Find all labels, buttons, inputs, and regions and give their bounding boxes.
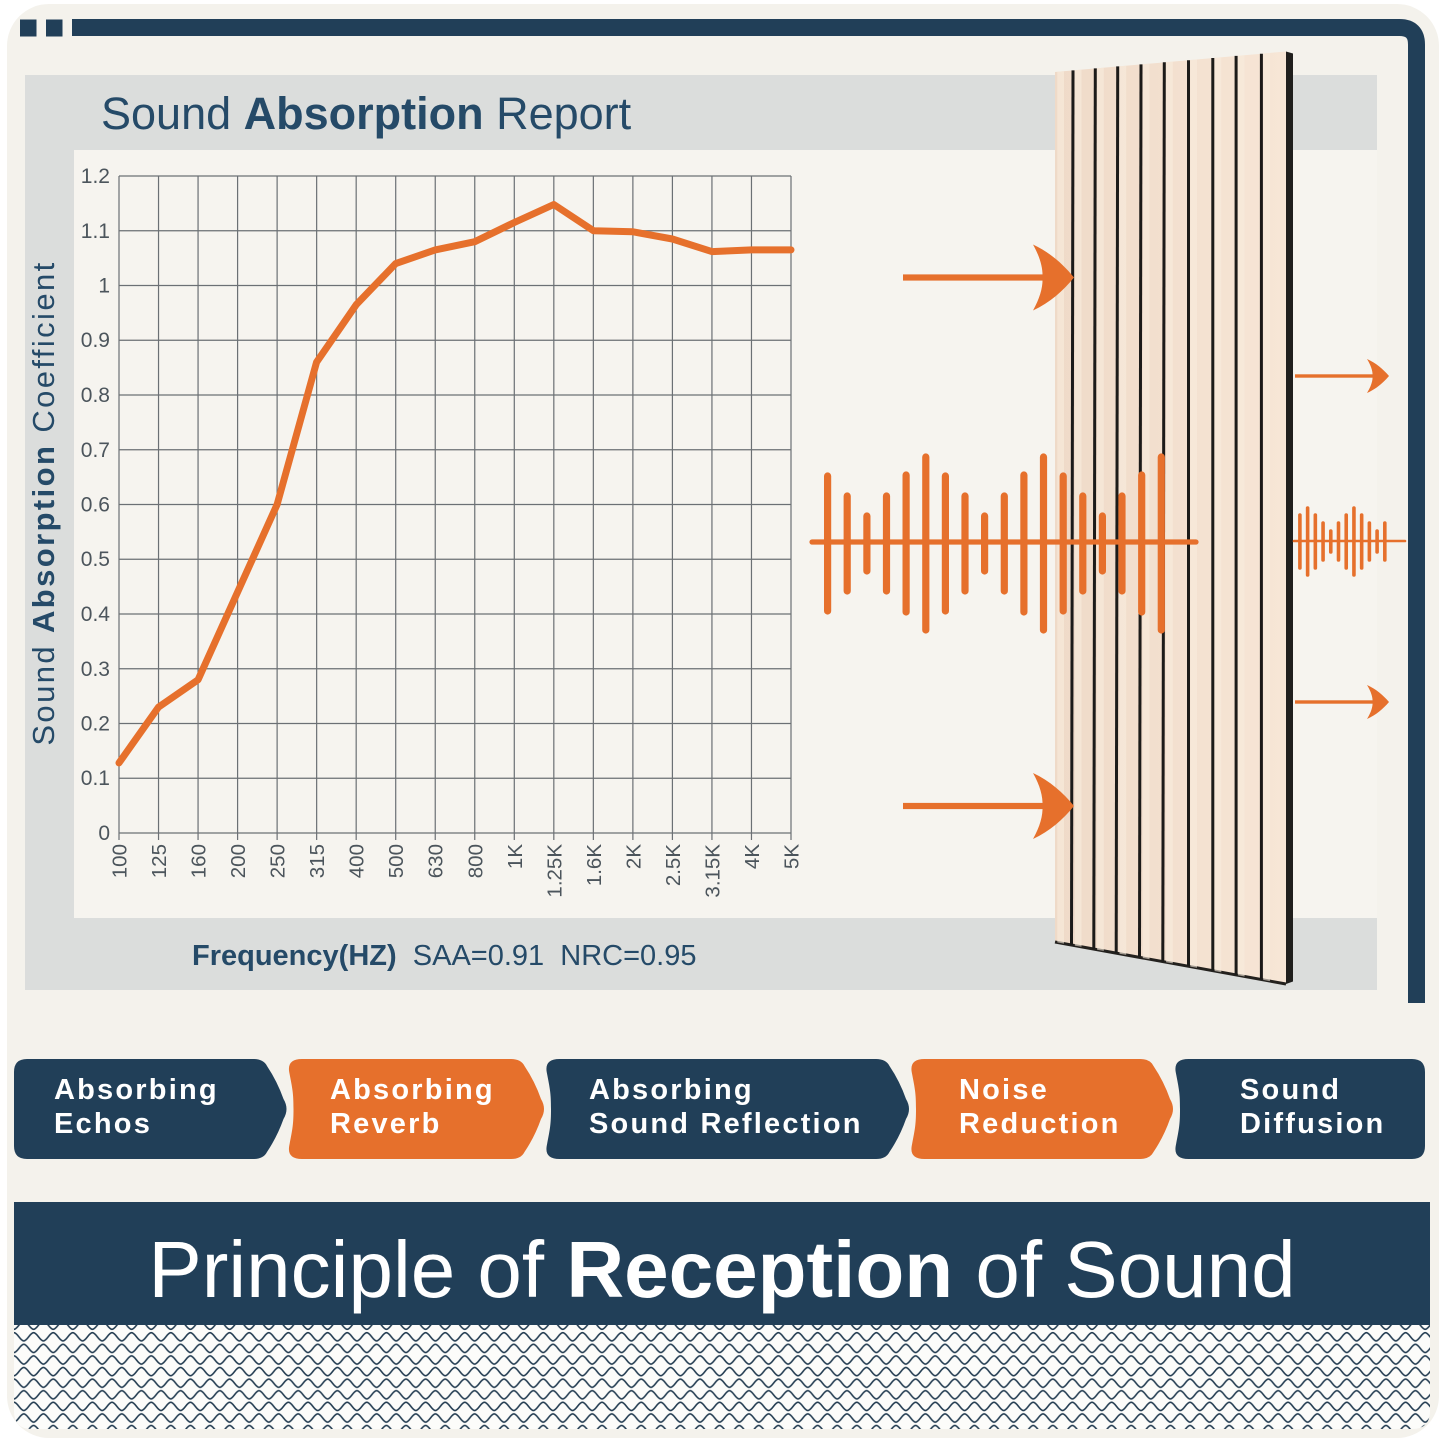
svg-text:Diffusion: Diffusion (1240, 1108, 1385, 1140)
svg-text:400: 400 (346, 844, 369, 878)
svg-text:Absorbing: Absorbing (589, 1074, 754, 1106)
svg-text:160: 160 (188, 844, 211, 878)
svg-text:100: 100 (109, 844, 132, 878)
svg-text:0.6: 0.6 (81, 494, 110, 517)
svg-text:315: 315 (306, 844, 329, 878)
svg-text:0.1: 0.1 (81, 767, 110, 790)
svg-text:Sound Absorption Report: Sound Absorption Report (101, 88, 632, 139)
svg-text:2K: 2K (622, 844, 645, 869)
svg-text:Reduction: Reduction (959, 1108, 1121, 1140)
svg-text:3.15K: 3.15K (701, 844, 724, 898)
svg-text:0.8: 0.8 (81, 384, 110, 407)
svg-text:Sound: Sound (1240, 1074, 1341, 1106)
svg-text:0.7: 0.7 (81, 439, 110, 462)
svg-text:Absorbing: Absorbing (330, 1074, 495, 1106)
svg-text:800: 800 (464, 844, 487, 878)
svg-text:1K: 1K (504, 844, 527, 869)
svg-text:1.2: 1.2 (81, 165, 110, 188)
svg-text:0.9: 0.9 (81, 329, 110, 352)
svg-text:Reverb: Reverb (330, 1108, 442, 1140)
svg-text:630: 630 (425, 844, 448, 878)
svg-text:4K: 4K (741, 844, 764, 869)
svg-text:1.25K: 1.25K (543, 844, 566, 898)
svg-text:125: 125 (148, 844, 171, 878)
svg-text:1: 1 (98, 275, 110, 298)
svg-text:0.4: 0.4 (81, 603, 111, 626)
svg-text:Echos: Echos (54, 1108, 152, 1140)
svg-text:Noise: Noise (959, 1074, 1049, 1106)
svg-text:0.3: 0.3 (81, 658, 110, 681)
svg-text:200: 200 (227, 844, 250, 878)
svg-text:1.1: 1.1 (81, 220, 110, 243)
svg-text:0.5: 0.5 (81, 548, 110, 571)
svg-text:Sound Absorption Coefficient: Sound Absorption Coefficient (26, 260, 61, 745)
svg-text:Frequency(HZ) SAA=0.91 NRC=0: Frequency(HZ) SAA=0.91 NRC=0.95 (192, 940, 696, 972)
svg-text:Absorbing: Absorbing (54, 1074, 219, 1106)
svg-text:500: 500 (385, 844, 408, 878)
svg-text:5K: 5K (781, 844, 804, 869)
svg-text:Principle of Reception of Soun: Principle of Reception of Sound (148, 1225, 1295, 1314)
svg-text:Sound Reflection: Sound Reflection (589, 1108, 863, 1140)
svg-text:1.6K: 1.6K (583, 844, 606, 886)
svg-text:0: 0 (98, 822, 110, 845)
svg-text:250: 250 (267, 844, 290, 878)
svg-text:0.2: 0.2 (81, 713, 110, 736)
svg-text:2.5K: 2.5K (662, 844, 685, 886)
